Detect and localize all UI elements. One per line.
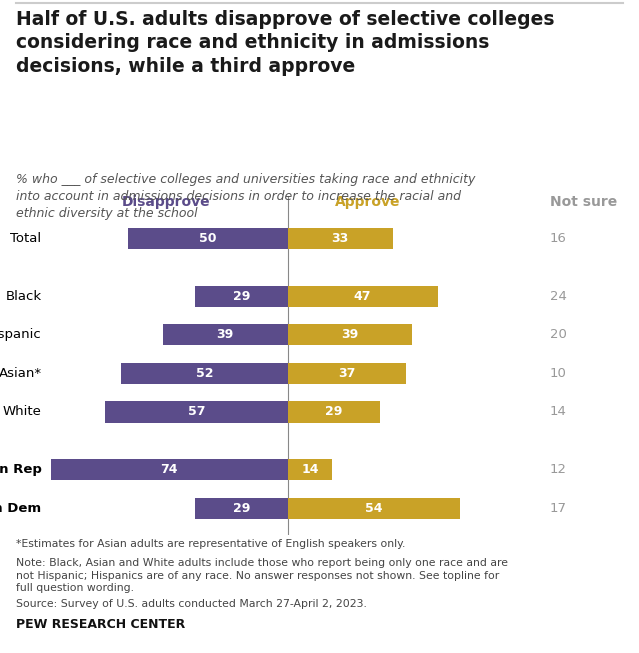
Text: Total: Total [10, 232, 42, 245]
Text: 14: 14 [301, 464, 319, 476]
Text: 16: 16 [550, 232, 566, 245]
Text: *Estimates for Asian adults are representative of English speakers only.: *Estimates for Asian adults are represen… [16, 539, 405, 549]
Text: 33: 33 [332, 232, 349, 245]
Text: 52: 52 [196, 367, 213, 380]
Bar [121, 363, 288, 384]
Text: 17: 17 [550, 502, 567, 515]
Text: 29: 29 [325, 406, 343, 419]
Text: Approve: Approve [335, 195, 400, 210]
Bar [288, 363, 406, 384]
Text: Black: Black [5, 290, 42, 303]
Text: Disapprove: Disapprove [122, 195, 210, 210]
Bar [195, 285, 288, 307]
Text: 39: 39 [217, 328, 234, 342]
Text: Dem/Lean Dem: Dem/Lean Dem [0, 502, 42, 515]
Text: 37: 37 [338, 367, 355, 380]
Text: 24: 24 [550, 290, 566, 303]
Text: 50: 50 [199, 232, 217, 245]
Text: % who ___ of selective colleges and universities taking race and ethnicity
into : % who ___ of selective colleges and univ… [16, 173, 475, 220]
Text: 74: 74 [160, 464, 178, 476]
Text: Half of U.S. adults disapprove of selective colleges
considering race and ethnic: Half of U.S. adults disapprove of select… [16, 10, 555, 76]
Text: 14: 14 [550, 406, 566, 419]
Text: White: White [3, 406, 42, 419]
Text: Rep/Lean Rep: Rep/Lean Rep [0, 464, 42, 476]
Text: Source: Survey of U.S. adults conducted March 27-April 2, 2023.: Source: Survey of U.S. adults conducted … [16, 599, 367, 609]
Text: 57: 57 [188, 406, 205, 419]
Text: Hispanic: Hispanic [0, 328, 42, 342]
Text: Note: Black, Asian and White adults include those who report being only one race: Note: Black, Asian and White adults incl… [16, 558, 508, 593]
Bar [288, 285, 438, 307]
Text: 29: 29 [233, 502, 250, 515]
Text: 54: 54 [365, 502, 383, 515]
Bar [288, 324, 412, 345]
Bar [288, 228, 393, 249]
Text: 20: 20 [550, 328, 566, 342]
Bar [105, 402, 288, 422]
Bar [288, 402, 380, 422]
Bar [288, 498, 460, 519]
Text: 29: 29 [233, 290, 250, 303]
Bar [163, 324, 288, 345]
Bar [51, 459, 288, 481]
Bar [195, 498, 288, 519]
Text: 10: 10 [550, 367, 566, 380]
Text: 12: 12 [550, 464, 567, 476]
Text: 39: 39 [341, 328, 358, 342]
Text: 47: 47 [354, 290, 371, 303]
Text: PEW RESEARCH CENTER: PEW RESEARCH CENTER [16, 618, 185, 631]
Text: Not sure: Not sure [550, 195, 617, 210]
Bar [128, 228, 288, 249]
Bar [288, 459, 332, 481]
Text: Asian*: Asian* [0, 367, 42, 380]
